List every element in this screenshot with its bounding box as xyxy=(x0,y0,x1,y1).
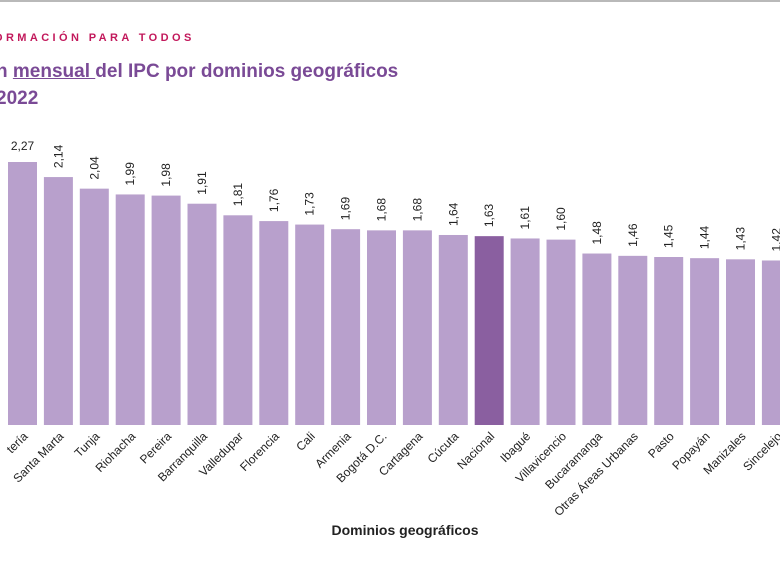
bar-cúcuta xyxy=(438,234,468,425)
value-label: 1,68 xyxy=(410,198,424,222)
bar-valledupar xyxy=(223,215,253,425)
bar-cali xyxy=(295,224,325,425)
bar-ibagué xyxy=(510,238,540,425)
bar-manizales xyxy=(726,259,755,425)
category-label: Riohacha xyxy=(93,429,139,475)
value-label: 1,99 xyxy=(123,162,137,186)
category-label: Florencia xyxy=(237,429,282,474)
value-label: 2,27 xyxy=(11,139,35,153)
bar-otras-áreas-urbanas xyxy=(618,255,648,425)
section-kicker: ORMACIÓN PARA TODOS xyxy=(0,32,195,44)
top-divider xyxy=(0,0,780,2)
bar-riohacha xyxy=(115,194,145,425)
value-label: 1,91 xyxy=(195,171,209,195)
value-label: 1,76 xyxy=(267,188,281,212)
value-label: 1,42 xyxy=(769,228,780,252)
value-label: 1,45 xyxy=(662,224,676,248)
bar-popayán xyxy=(690,258,720,425)
title-part2: del IPC por dominios geográficos xyxy=(95,61,399,82)
bar-nacional xyxy=(474,236,504,425)
bar-santa-marta xyxy=(43,177,73,425)
title-underlined: mensual xyxy=(12,61,96,82)
value-label: 1,81 xyxy=(231,183,245,207)
bar-montería xyxy=(8,162,37,425)
bar-bogotá-d-c- xyxy=(367,230,396,425)
bar-sincelejo xyxy=(761,260,780,425)
value-label: 1,64 xyxy=(446,202,460,226)
bar-florencia xyxy=(259,221,289,425)
category-label: Pasto xyxy=(645,429,677,461)
category-label: Nacional xyxy=(454,429,497,472)
value-label: 1,98 xyxy=(159,163,173,187)
bar-pasto xyxy=(654,257,684,425)
title-line2: 2022 xyxy=(0,88,39,109)
value-label: 1,73 xyxy=(303,192,317,216)
value-label: 1,60 xyxy=(554,207,568,231)
x-axis-label: Dominios geográficos xyxy=(331,522,479,538)
value-label: 1,68 xyxy=(375,198,389,222)
bar-bucaramanga xyxy=(582,253,612,425)
bar-armenia xyxy=(331,229,361,425)
category-label: Sincelejo xyxy=(740,429,780,474)
value-label: 1,48 xyxy=(590,221,604,245)
bar-tunja xyxy=(79,188,109,425)
category-label: tería xyxy=(4,429,31,456)
value-label: 2,04 xyxy=(87,156,101,180)
bar-cartagena xyxy=(402,230,432,425)
value-label: 1,43 xyxy=(734,227,748,251)
value-label: 1,44 xyxy=(698,225,712,249)
value-label: 1,69 xyxy=(339,197,353,221)
category-label: Cali xyxy=(293,429,318,454)
value-label: 1,46 xyxy=(626,223,640,247)
chart-title: n mensual del IPC por dominios geográfic… xyxy=(0,58,398,112)
title-part1: n xyxy=(0,61,8,82)
value-label: 1,63 xyxy=(482,203,496,227)
bar-barranquilla xyxy=(187,203,217,425)
value-label: 1,61 xyxy=(518,206,532,230)
bar-pereira xyxy=(151,195,181,425)
category-label: Tunja xyxy=(72,429,103,460)
bar-villavicencio xyxy=(546,239,576,425)
value-label: 2,14 xyxy=(51,144,65,168)
